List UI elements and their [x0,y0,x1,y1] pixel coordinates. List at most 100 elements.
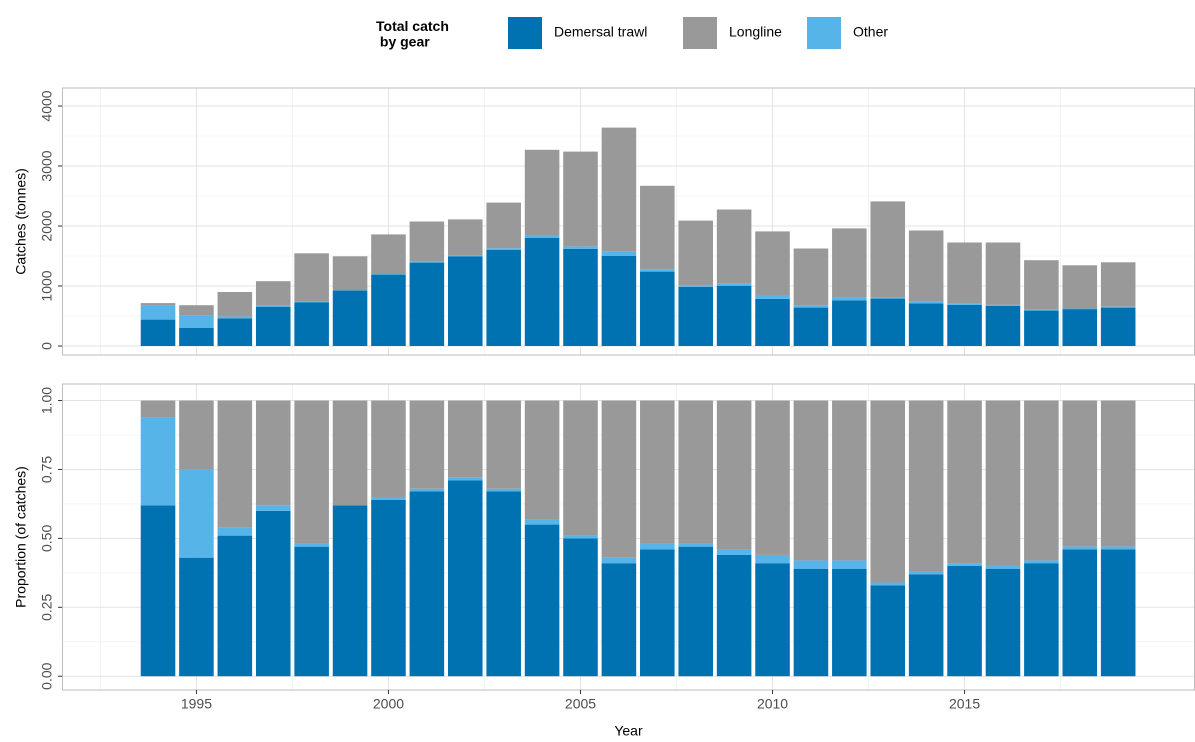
legend-label: Other [853,24,888,40]
bar-segment [140,505,176,677]
y-tick-label: 1.00 [39,387,55,414]
bar-segment [640,549,675,677]
bar-segment [486,400,521,489]
bar-segment [985,305,1021,346]
bar-segment [908,303,944,346]
x-tick-label: 2015 [949,696,980,712]
bar-segment [755,563,790,677]
bar-segment [563,248,598,346]
bar-segment [409,491,445,677]
bar-segment [179,469,214,558]
bar-segment [255,505,291,511]
bar-segment [985,400,1021,566]
bar-segment [1062,309,1098,346]
bar-segment [255,307,291,346]
bar-segment [294,400,329,544]
bar-segment [1100,549,1136,677]
bar-segment [640,269,675,272]
legend-label: Demersal trawl [554,24,647,40]
bar-segment [294,543,329,547]
bar-segment [409,261,445,263]
bar-segment [832,568,867,677]
bar-segment [255,305,291,307]
bar-segment [447,400,483,478]
bar-segment [793,248,829,306]
bar-segment [217,318,253,346]
y-tick-label: 0 [39,342,55,350]
bar-segment [140,417,176,506]
bar-segment [371,234,406,274]
bar-segment [179,400,214,470]
bar-segment [716,209,752,284]
bar-segment [755,554,790,564]
bar-segment [755,400,790,555]
bar-segment [332,256,368,291]
bar-segment [716,286,752,346]
bar-segment [755,295,790,299]
bar-segment [486,488,521,492]
bar-segment [601,563,637,677]
bar-segment [908,574,944,677]
bar-segment [1062,400,1098,547]
bar-segment [486,249,521,346]
x-tick-label: 2005 [565,696,596,712]
bar-segment [294,546,329,677]
bar-segment [678,285,713,287]
bar-segment [1062,265,1098,309]
bar-segment [371,274,406,346]
bar-segment [832,300,867,346]
bar-segment [601,251,637,256]
bar-segment [447,477,483,481]
bar-segment [870,201,906,298]
bar-segment [332,290,368,346]
bar-segment [870,582,906,586]
bar-segment [332,505,368,677]
bar-segment [294,302,329,346]
bar-segment [255,400,291,506]
bar-segment [524,519,560,525]
bar-segment [793,400,829,561]
bar-segment [1100,400,1136,547]
bar-segment [908,571,944,575]
bar-segment [1024,310,1059,346]
bar-segment [217,316,253,319]
bar-segment [640,185,675,270]
bar-segment [640,400,675,544]
bar-segment [563,538,598,677]
bar-segment [716,283,752,286]
x-tick-label: 2010 [757,696,788,712]
bar-segment [678,543,713,547]
bar-segment [793,305,829,308]
bar-segment [524,235,560,238]
bar-segment [140,305,176,320]
bar-segment [1100,306,1136,308]
bar-segment [563,535,598,539]
bar-segment [486,491,521,677]
bar-segment [832,228,867,298]
bar-segment [179,328,214,346]
bar-segment [1062,308,1098,310]
bar-segment [294,253,329,302]
legend-label: Longline [729,24,782,40]
y-axis-title: Catches (tonnes) [13,168,29,275]
bar-segment [985,565,1021,569]
bar-segment [947,563,982,566]
x-tick-label: 1995 [181,696,212,712]
x-tick-label: 2000 [373,696,404,712]
bar-segment [755,298,790,346]
bar-segment [447,480,483,677]
bar-segment [179,315,214,328]
bar-segment [255,281,291,306]
bar-segment [1062,549,1098,677]
bar-segment [217,292,253,317]
legend-swatch [683,17,717,49]
bar-segment [217,527,253,536]
bar-segment [140,319,176,346]
y-axis-title: Proportion (of catches) [13,466,29,608]
bar-segment [524,524,560,677]
bar-segment [793,560,829,569]
bar-segment [409,262,445,346]
bar-segment [1100,262,1136,307]
